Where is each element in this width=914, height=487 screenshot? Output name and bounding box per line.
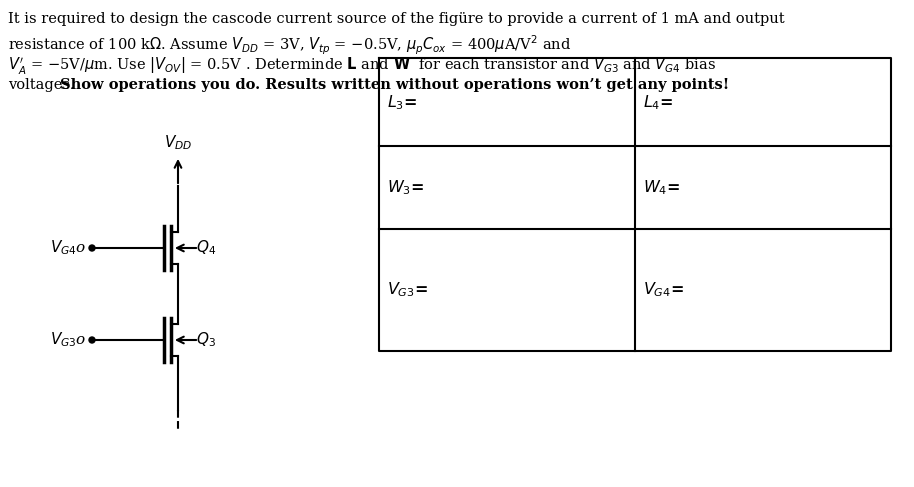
Text: $W_3$=: $W_3$= xyxy=(388,178,424,197)
Text: $V_{G4}$=: $V_{G4}$= xyxy=(643,281,685,299)
Text: $L_4$=: $L_4$= xyxy=(643,93,674,112)
Text: $V_{G3}$o: $V_{G3}$o xyxy=(49,331,86,349)
Text: It is required to design the cascode current source of the figüre to provide a c: It is required to design the cascode cur… xyxy=(8,12,784,26)
Text: $V_A^{\prime}$ = $-$5V/$\mu$m. Use $|V_{OV}|$ = 0.5V . Determinde $\mathbf{L}$ a: $V_A^{\prime}$ = $-$5V/$\mu$m. Use $|V_{… xyxy=(8,56,716,77)
Text: $Q_4$: $Q_4$ xyxy=(196,239,216,257)
Text: $L_3$=: $L_3$= xyxy=(388,93,418,112)
Text: voltages.: voltages. xyxy=(8,78,80,92)
Text: $V_{DD}$: $V_{DD}$ xyxy=(164,133,192,152)
Text: Show operations you do. Results written without operations won’t get any points!: Show operations you do. Results written … xyxy=(60,78,729,92)
Text: $V_{G3}$=: $V_{G3}$= xyxy=(388,281,429,299)
Circle shape xyxy=(89,245,95,251)
Circle shape xyxy=(89,337,95,343)
Text: resistance of 100 k$\Omega$. Assume $V_{DD}$ = 3V, $V_{tp}$ = $-$0.5V, $\mu_p C_: resistance of 100 k$\Omega$. Assume $V_{… xyxy=(8,34,571,57)
Text: $Q_3$: $Q_3$ xyxy=(196,331,216,349)
Text: $W_4$=: $W_4$= xyxy=(643,178,680,197)
Text: $V_{G4}$o: $V_{G4}$o xyxy=(49,239,86,257)
